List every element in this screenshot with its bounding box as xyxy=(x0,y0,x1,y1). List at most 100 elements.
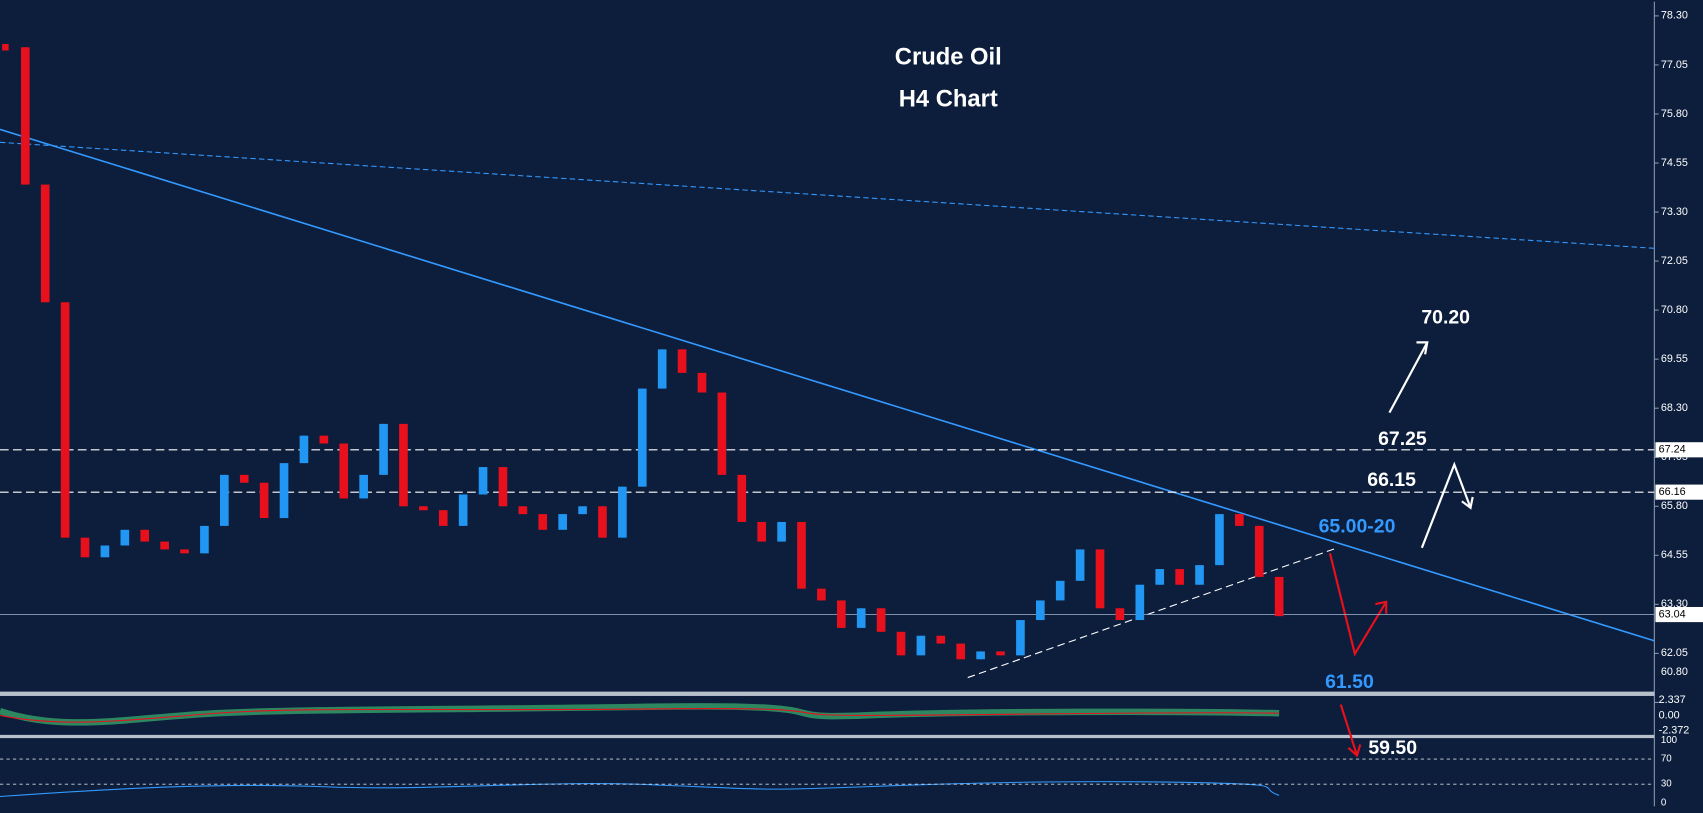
macd-tick-label: 0.00 xyxy=(1659,709,1680,721)
arrow xyxy=(1388,341,1429,414)
candle xyxy=(299,435,309,464)
candle xyxy=(478,467,488,495)
y-tick-label: 73.30 xyxy=(1661,206,1688,218)
y-tick-label: 78.30 xyxy=(1661,10,1688,22)
trendline xyxy=(0,128,1655,642)
chart-subtitle: H4 Chart xyxy=(899,85,998,112)
candle xyxy=(1075,549,1085,581)
y-tick-label: 77.05 xyxy=(1661,59,1688,71)
candle xyxy=(200,525,209,554)
annotation: 70.20 xyxy=(1421,307,1470,329)
candle xyxy=(120,529,130,546)
arrow-head xyxy=(1416,341,1429,355)
last-price-label: 63.04 xyxy=(1659,608,1686,620)
candle xyxy=(936,635,946,644)
candle xyxy=(1235,514,1244,526)
candle xyxy=(1095,549,1105,609)
y-tick-label: 74.55 xyxy=(1661,157,1688,169)
candle xyxy=(259,482,269,519)
overlays xyxy=(0,128,1655,679)
candle xyxy=(737,474,747,522)
candle xyxy=(220,474,229,526)
arrow xyxy=(1339,704,1359,756)
plot xyxy=(0,44,1655,660)
annotation: 59.50 xyxy=(1368,737,1417,759)
candle xyxy=(677,349,687,373)
candle xyxy=(20,47,30,185)
level-label: 66.16 xyxy=(1659,486,1686,498)
panel-separator xyxy=(0,691,1655,696)
candle xyxy=(379,423,388,475)
y-tick-label: 62.05 xyxy=(1661,647,1688,659)
annotation: 65.00-20 xyxy=(1319,515,1396,537)
panel-separator xyxy=(0,734,1655,739)
candle xyxy=(1135,584,1145,621)
macd-tick-label: 2.337 xyxy=(1659,694,1686,706)
candle xyxy=(100,545,110,558)
y-tick-label: 68.30 xyxy=(1661,402,1688,414)
candle xyxy=(180,549,189,554)
arrow xyxy=(1328,552,1388,657)
candle xyxy=(1016,620,1025,656)
arrow xyxy=(1420,461,1472,549)
candle xyxy=(399,423,408,507)
candle xyxy=(618,486,627,538)
rsi-tick-label: 100 xyxy=(1661,735,1678,746)
candle xyxy=(896,631,906,656)
candle xyxy=(876,608,886,632)
rsi-tick-label: 30 xyxy=(1661,779,1672,790)
level-label: 67.24 xyxy=(1659,444,1686,456)
candle xyxy=(40,184,50,303)
candle xyxy=(598,506,607,538)
candle xyxy=(757,521,767,542)
arrows xyxy=(1328,341,1474,758)
candle xyxy=(578,506,587,515)
y-tick-label: 64.55 xyxy=(1661,549,1688,561)
y-tick-label: 60.80 xyxy=(1661,666,1688,678)
candle xyxy=(1195,565,1204,585)
candle xyxy=(1155,569,1165,585)
candle xyxy=(160,541,169,550)
candle xyxy=(558,514,567,530)
candle xyxy=(797,521,806,589)
arrow-head xyxy=(1375,600,1388,614)
candle xyxy=(1254,525,1264,577)
macd-tick-label: -2.372 xyxy=(1659,725,1690,737)
candle xyxy=(458,494,468,526)
candle xyxy=(1035,600,1045,621)
candle xyxy=(538,514,548,530)
annotation: 61.50 xyxy=(1325,671,1374,693)
candle xyxy=(498,467,508,507)
candle xyxy=(359,474,368,499)
candle xyxy=(1175,569,1184,585)
rsi-line xyxy=(0,781,1280,798)
y-tick-label: 75.80 xyxy=(1661,108,1688,120)
candle xyxy=(1215,514,1224,566)
candle xyxy=(817,588,826,601)
candle xyxy=(856,608,866,628)
candle xyxy=(60,302,70,538)
y-tick-label: 70.80 xyxy=(1661,304,1688,316)
candle xyxy=(637,388,647,487)
candle xyxy=(697,372,707,393)
candle xyxy=(438,510,448,526)
candle xyxy=(836,600,846,628)
arrow-head xyxy=(1347,744,1362,758)
y-tick-label: 65.80 xyxy=(1661,500,1688,512)
rsi-tick-label: 0 xyxy=(1661,798,1667,808)
y-tick-label: 72.05 xyxy=(1661,255,1688,267)
annotation: 67.25 xyxy=(1378,428,1427,450)
candle xyxy=(956,643,966,660)
level-marker xyxy=(1655,484,1703,500)
support-line xyxy=(967,547,1338,679)
candle xyxy=(239,474,249,483)
macd-signal xyxy=(0,708,1280,723)
candle xyxy=(777,521,786,542)
candle xyxy=(717,392,727,475)
candle xyxy=(339,443,349,499)
candle xyxy=(996,651,1005,656)
candle xyxy=(1274,576,1284,617)
candle xyxy=(279,463,289,519)
y-tick-label: 69.55 xyxy=(1661,353,1688,365)
